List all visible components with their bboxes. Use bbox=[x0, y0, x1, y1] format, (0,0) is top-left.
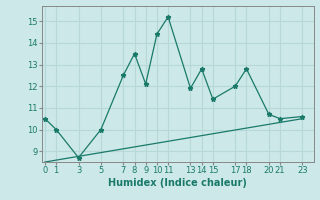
X-axis label: Humidex (Indice chaleur): Humidex (Indice chaleur) bbox=[108, 178, 247, 188]
